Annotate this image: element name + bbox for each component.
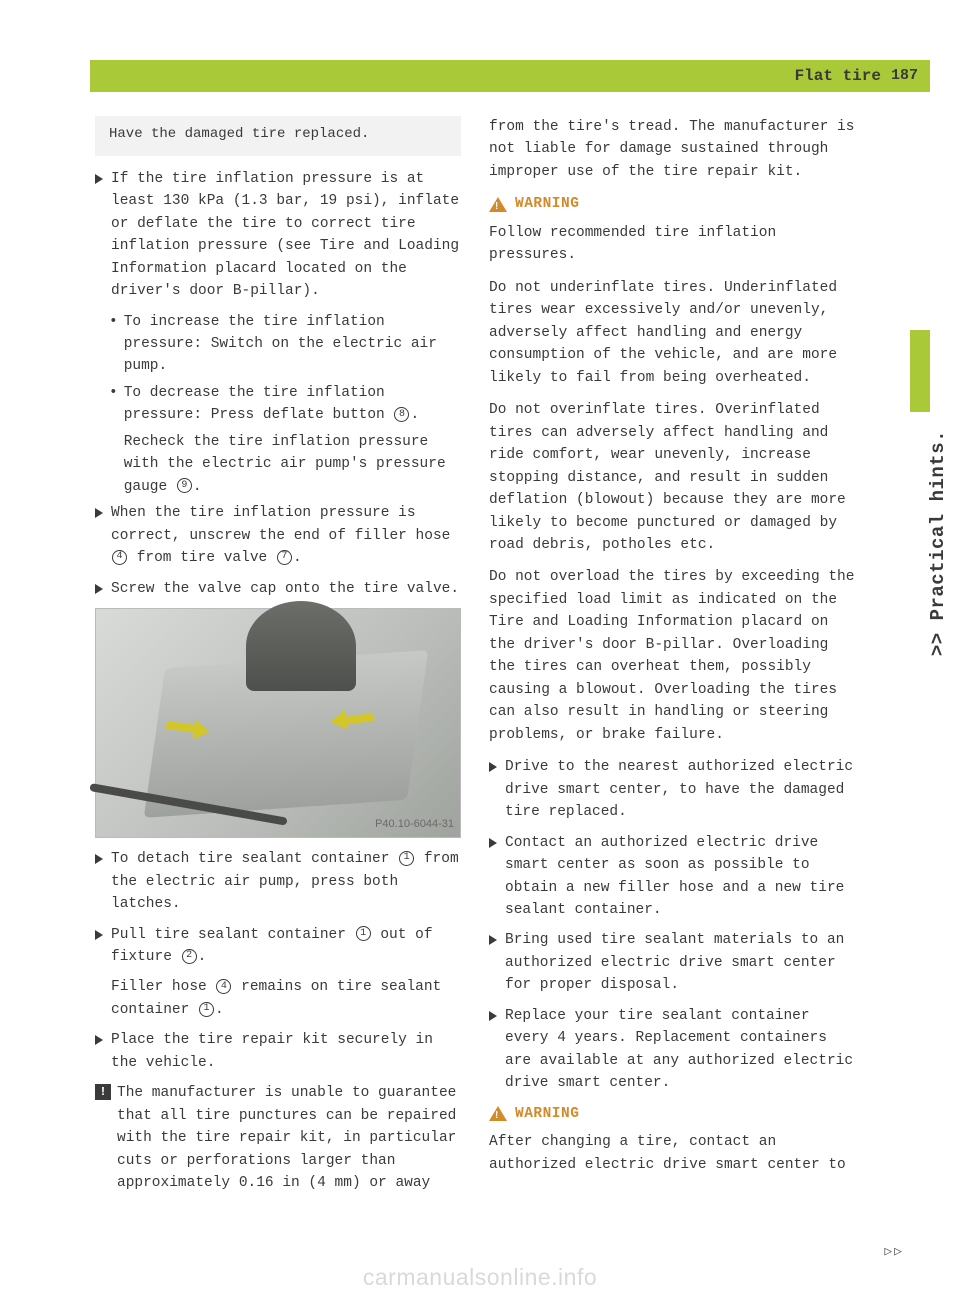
step-text: When the tire inflation pressure is corr… — [111, 502, 461, 569]
step-text: Replace your tire sealant container ever… — [505, 1005, 855, 1095]
bullet-dot-icon: • — [109, 311, 118, 378]
warning-text: Do not underinflate tires. Underinflated… — [489, 277, 855, 389]
warning-triangle-icon — [489, 1106, 507, 1121]
warning-text: Do not overload the tires by exceeding t… — [489, 566, 855, 746]
step-arrow-icon — [489, 762, 497, 772]
step-arrow-icon — [489, 1011, 497, 1021]
instruction-figure: P40.10-6044-31 — [95, 608, 461, 838]
step-text: To detach tire sealant container 1 from … — [111, 848, 461, 915]
step-text: Contact an authorized electric drive sma… — [505, 832, 855, 922]
step-text: Place the tire repair kit securely in th… — [111, 1029, 461, 1074]
step: Contact an authorized electric drive sma… — [489, 832, 855, 922]
text-frag: . — [198, 949, 207, 965]
step-arrow-icon — [95, 584, 103, 594]
important-note: ! The manufacturer is unable to guarante… — [95, 1082, 461, 1194]
step-arrow-icon — [95, 508, 103, 518]
step: Pull tire sealant container 1 out of fix… — [95, 924, 461, 969]
note-text: The manufacturer is unable to guarantee … — [117, 1082, 461, 1194]
ref-circle-icon: 1 — [199, 1002, 214, 1017]
section-title: Flat tire — [795, 64, 881, 89]
sub-text: To increase the tire inflation pressure:… — [124, 311, 461, 378]
step-text: Bring used tire sealant materials to an … — [505, 929, 855, 996]
warning-heading: WARNING — [489, 1103, 855, 1125]
ref-circle-icon: 7 — [277, 550, 292, 565]
step-arrow-icon — [95, 1035, 103, 1045]
ref-circle-icon: 9 — [177, 478, 192, 493]
continued-indicator: ▷▷ — [884, 1242, 904, 1262]
sub-text: To decrease the tire inflation pressure:… — [124, 382, 461, 498]
step: Replace your tire sealant container ever… — [489, 1005, 855, 1095]
text-frag: To decrease the tire inflation pressure:… — [124, 385, 394, 423]
text-frag: . — [293, 550, 302, 566]
warning-triangle-icon — [489, 197, 507, 212]
header-bar: Flat tire 187 — [90, 60, 930, 92]
ref-circle-icon: 1 — [399, 851, 414, 866]
warning-text: After changing a tire, contact an author… — [489, 1131, 855, 1176]
warning-heading: WARNING — [489, 193, 855, 215]
bullet-dot-icon: • — [109, 382, 118, 498]
step-text: If the tire inflation pressure is at lea… — [111, 168, 461, 303]
warning-text: Do not overinflate tires. Overinflated t… — [489, 399, 855, 556]
left-column: Have the damaged tire replaced. If the t… — [95, 116, 461, 1203]
text-frag: To detach tire sealant container — [111, 851, 398, 867]
step-arrow-icon — [489, 935, 497, 945]
step: Drive to the nearest authorized electric… — [489, 756, 855, 823]
step: To detach tire sealant container 1 from … — [95, 848, 461, 915]
step-arrow-icon — [95, 930, 103, 940]
text-frag: Filler hose — [111, 979, 215, 995]
text-frag: Pull tire sealant container — [111, 927, 355, 943]
sub-bullet: • To decrease the tire inflation pressur… — [109, 382, 461, 498]
continuation-text: from the tire's tread. The manufacturer … — [489, 116, 855, 183]
watermark: carmanualsonline.info — [0, 1260, 960, 1296]
step-arrow-icon — [95, 174, 103, 184]
warning-label: WARNING — [515, 193, 579, 215]
page-number: 187 — [887, 64, 922, 87]
gray-callout: Have the damaged tire replaced. — [95, 116, 461, 156]
step-text: Drive to the nearest authorized electric… — [505, 756, 855, 823]
ref-circle-icon: 1 — [356, 926, 371, 941]
step: Bring used tire sealant materials to an … — [489, 929, 855, 996]
step-followup: Filler hose 4 remains on tire sealant co… — [111, 976, 461, 1021]
ref-circle-icon: 4 — [112, 550, 127, 565]
step-arrow-icon — [489, 838, 497, 848]
text-frag: Recheck the tire inflation pressure with… — [124, 434, 446, 495]
step-arrow-icon — [95, 854, 103, 864]
ref-circle-icon: 8 — [394, 407, 409, 422]
text-frag: . — [410, 407, 419, 423]
warning-label: WARNING — [515, 1103, 579, 1125]
text-frag: . — [215, 1002, 224, 1018]
sub-bullet: • To increase the tire inflation pressur… — [109, 311, 461, 378]
ref-circle-icon: 4 — [216, 979, 231, 994]
figure-id: P40.10-6044-31 — [375, 816, 454, 833]
text-frag: . — [193, 479, 202, 495]
side-section-label: >> Practical hints. — [924, 430, 953, 656]
warning-text: Follow recommended tire inflation pressu… — [489, 222, 855, 267]
text-frag: from tire valve — [128, 550, 276, 566]
exclamation-icon: ! — [95, 1084, 111, 1100]
text-frag: When the tire inflation pressure is corr… — [111, 505, 450, 543]
side-tab — [910, 330, 930, 412]
step: If the tire inflation pressure is at lea… — [95, 168, 461, 303]
step: When the tire inflation pressure is corr… — [95, 502, 461, 569]
step: Screw the valve cap onto the tire valve. — [95, 578, 461, 600]
right-column: from the tire's tread. The manufacturer … — [489, 116, 855, 1203]
step-text: Screw the valve cap onto the tire valve. — [111, 578, 461, 600]
step-text: Pull tire sealant container 1 out of fix… — [111, 924, 461, 969]
ref-circle-icon: 2 — [182, 949, 197, 964]
step: Place the tire repair kit securely in th… — [95, 1029, 461, 1074]
content-area: Have the damaged tire replaced. If the t… — [95, 116, 855, 1203]
